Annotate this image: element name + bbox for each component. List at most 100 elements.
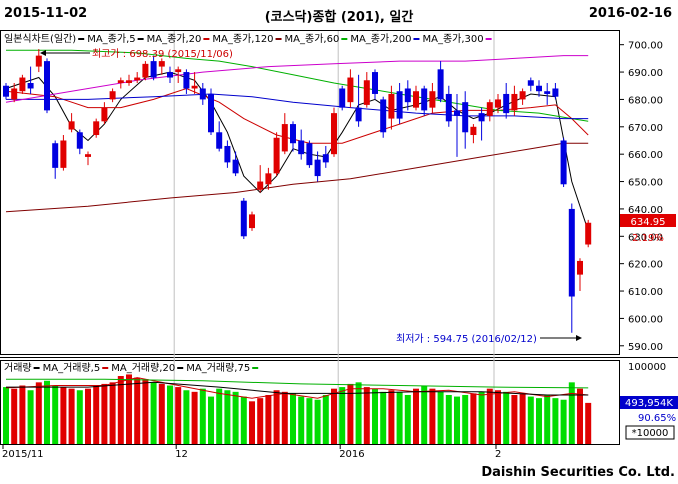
candle-body (355, 107, 362, 122)
volume-bar (27, 390, 34, 444)
candle-body (396, 91, 403, 119)
volume-bar (265, 394, 272, 444)
y-tick-label: 700.00 (628, 41, 663, 52)
candle-body (527, 80, 534, 86)
candle-body (552, 88, 559, 97)
candle-body (68, 121, 75, 130)
volume-bar (314, 399, 321, 444)
volume-bar (486, 388, 493, 444)
candle-body (290, 124, 296, 144)
change-pct: 2.19% (632, 233, 664, 244)
candle-body (232, 159, 239, 174)
y-tick-label: 590.00 (628, 342, 663, 353)
volume-bar (437, 391, 444, 444)
candle-body (101, 107, 108, 122)
volume-pct: 90.65% (638, 413, 676, 424)
candle-body (454, 110, 460, 116)
legend-label: MA_거래량,75 (186, 362, 250, 374)
volume-bar (413, 388, 419, 444)
volume-bar (396, 391, 403, 444)
volume-bar (117, 376, 124, 444)
candle-body (199, 88, 206, 100)
volume-bar (52, 385, 59, 444)
low-label: 최저가 : 594.75 (2016/02/12) (396, 333, 537, 345)
vol-axis-top: 100000 (628, 362, 666, 373)
start-date: 2015-11-02 (4, 6, 88, 21)
candle-body (478, 113, 485, 122)
x-tick-label: 12 (175, 449, 188, 460)
grid-lines (173, 31, 495, 444)
candle-body (273, 137, 280, 174)
volume-bar (191, 391, 198, 444)
candle-body (372, 72, 378, 94)
legend-label: MA_종가,300 (422, 33, 483, 45)
volume-bar (249, 401, 255, 444)
candle-body (240, 200, 247, 237)
volume-bar (519, 393, 526, 444)
volume-ma-line (6, 381, 589, 396)
volume-bar (35, 382, 42, 444)
y-tick-label: 680.00 (628, 95, 663, 106)
volume-bar (339, 387, 346, 444)
volume-bar (150, 382, 157, 444)
legend-label: MA_종가,5 (87, 33, 135, 45)
candle-body (421, 88, 428, 111)
volume-bar (380, 391, 387, 444)
volume-bar (134, 377, 141, 444)
x-tick-label: 2016 (339, 449, 364, 460)
current-volume-box (620, 396, 678, 409)
volume-unit-box (625, 425, 675, 440)
candle-body (322, 154, 329, 163)
volume-bar (199, 388, 206, 444)
volume-bars (3, 374, 592, 444)
legend-label: MA_종가,60 (285, 33, 340, 45)
candle-body (347, 77, 354, 103)
volume-bar (298, 396, 305, 444)
volume-bar (216, 388, 223, 444)
candle-body (44, 61, 50, 111)
volume-bar (68, 388, 75, 444)
candle-body (331, 113, 337, 155)
candle-body (11, 88, 18, 100)
chart-title: (코스닥)종합 (201), 일간 (264, 10, 414, 25)
volume-bar (306, 398, 313, 444)
legend-label: 거래량 (4, 362, 32, 374)
volume-bar (331, 388, 337, 444)
volume-legend: 거래량 MA_거래량,5 MA_거래량,20 MA_거래량,75 (4, 362, 259, 374)
candle-body (224, 145, 231, 163)
volume-bar (224, 390, 231, 444)
volume-bar (85, 388, 91, 444)
candle-body (3, 85, 9, 97)
candle-body (339, 88, 346, 108)
candle-body (445, 93, 452, 122)
candle-body (495, 99, 501, 108)
y-tick-label: 610.00 (628, 287, 663, 298)
volume-bar (577, 388, 583, 444)
candle-body (35, 55, 42, 67)
volume-bar (158, 383, 165, 444)
price-axis: 590.00 600.00 610.00 620.00 630.00 640.00 650.… (620, 41, 663, 353)
volume-bar (454, 396, 460, 444)
volume-bar (363, 387, 370, 444)
candle-body (519, 91, 526, 100)
volume-unit: *10000 (632, 428, 669, 439)
volume-bar (175, 387, 182, 444)
candle-body (167, 72, 173, 78)
volume-bar (19, 385, 26, 444)
candle-body (216, 132, 223, 149)
candle-body (544, 91, 551, 94)
candle-body (183, 72, 190, 89)
y-tick-label: 670.00 (628, 123, 663, 134)
candle-body (503, 93, 510, 114)
candle-body (363, 80, 370, 105)
volume-bar (142, 379, 149, 444)
volume-moving-averages (5, 377, 589, 399)
volume-bar (11, 388, 18, 444)
high-arrowhead (40, 50, 46, 56)
candle-body (486, 102, 493, 116)
volume-bar (232, 391, 239, 444)
ma-line (5, 142, 589, 213)
candle-body (142, 63, 149, 78)
candle-body (109, 91, 116, 100)
